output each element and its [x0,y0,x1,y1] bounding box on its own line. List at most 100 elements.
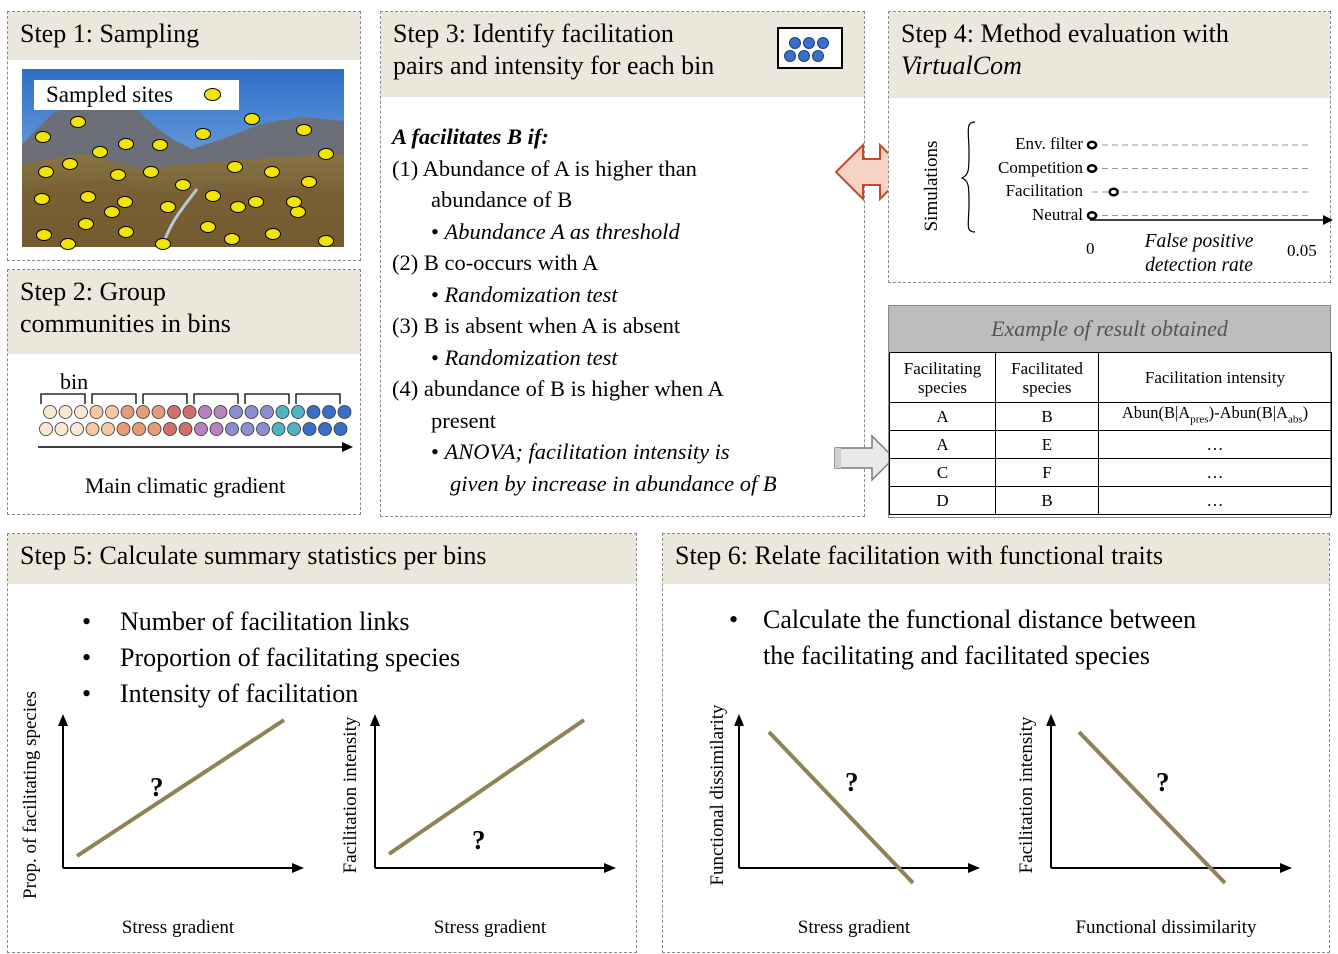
bin-circle [151,405,166,419]
bin-bracket [40,393,86,404]
result-title: Example of result obtained [991,316,1228,341]
result-header: Example of result obtained [889,306,1330,353]
site-dot [143,166,159,178]
bin-circle [136,405,150,419]
bin-circle [302,422,317,436]
row2-col2: E [995,430,1099,459]
formula-part-c: ) [1302,403,1309,423]
site-dot [227,161,243,173]
site-dot [80,191,96,203]
false-positive-point [1086,210,1098,221]
site-dot [224,233,240,245]
bin-circle [198,405,212,419]
bin-circle [275,405,290,419]
bin-circle [240,422,255,436]
criterion-3a: (3) B is absent when A is absent [392,313,681,338]
step4-panel: Step 4: Method evaluation with VirtualCo… [888,11,1333,283]
bin-circle [132,422,146,436]
step6-bullet-line2-text: the facilitating and facilitated species [763,641,1150,670]
result-table-header: Facilitating species Facilitated species F… [889,352,1332,403]
table-row: D B … [889,486,1332,515]
gradient-arrowhead [342,442,353,452]
bin-circle [39,422,53,436]
result-panel: Example of result obtained Facilitating s… [888,305,1332,518]
site-dot [60,238,76,250]
formula-part-b: )-Abun(B|A [1208,403,1288,423]
site-dots [34,113,334,250]
criterion-4b: present [431,407,496,433]
site-dot [70,116,86,128]
simulation-row-label: Neutral [1032,204,1083,224]
bin-circle [58,405,73,419]
site-dot [290,206,306,218]
bin-circle [209,422,224,436]
step4-header: Step 4: Method evaluation with VirtualCo… [889,12,1330,98]
bin-circle [287,422,301,436]
table-row: A B Abun(B|Apres)-Abun(B|Aabs) [889,402,1332,431]
criterion-4-sub1-text: ANOVA; facilitation intensity is [444,439,730,464]
bin-circle [85,422,100,436]
bin-circle [225,422,239,436]
criterion-2-sub-text: Randomization test [444,281,618,307]
bin-circle [43,405,57,419]
site-dot [200,221,216,233]
step3-title-line1: Step 3: Identify facilitation [393,19,674,48]
site-dot [152,139,168,151]
row4-col1: D [889,486,996,515]
site-dot [117,196,133,208]
site-dot [110,169,126,181]
bin-icon [777,27,843,69]
bin-circle [260,405,274,419]
step6-bullet-line1-text: Calculate the functional distance betwee… [763,605,1197,634]
climatic-gradient-label: Main climatic gradient [84,473,286,498]
bin-circle [194,422,208,436]
site-dot [175,179,191,191]
col-facilitated-line2: species [1022,377,1072,397]
bin-circle [182,405,197,419]
step6-title: Step 6: Relate facilitation with functio… [675,541,1164,570]
bin-circle [256,422,270,436]
site-dot [160,201,176,213]
x-tick-max: 0.05 [1287,241,1317,260]
bin-bracket [244,393,290,404]
step5-bullet-1: • Number of facilitation links [82,607,410,636]
step5-plot2-ylabel: Facilitation intensity [340,716,361,874]
bin-circles [38,393,353,452]
step2-title-line1: Step 2: Group [20,277,166,306]
bin-circle [271,422,286,436]
criterion-4-sub2: given by increase in abundance of B [392,468,777,500]
col-facilitated: Facilitated species [995,352,1099,403]
step6-panel: Step 6: Relate facilitation with functio… [662,533,1330,953]
step5-bullet-2: • Proportion of facilitating species [82,643,461,672]
trend-line-1 [75,718,286,858]
site-dot [104,206,120,218]
site-dot-legend-icon [204,88,221,101]
site-dot [318,235,334,247]
bin-icon-dots [784,37,829,62]
criterion-1-sub: • Abundance A as threshold [431,218,680,244]
formula-part-a: Abun(B|A [1121,403,1191,423]
step4-title-line2: VirtualCom [901,51,1022,80]
step2-title-line2: communities in bins [20,309,231,338]
site-dot [155,238,171,250]
criteria-heading: A facilitates B if: [392,124,549,149]
row4-col3: … [1098,486,1332,515]
criterion-1b: abundance of B [431,187,573,212]
row3-col3: … [1098,458,1332,487]
simulations-brace [960,121,976,233]
bin-bracket [91,393,137,404]
row2-col3: … [1098,430,1332,459]
site-dot [264,166,280,178]
step2-header: Step 2: Group communities in bins [8,270,360,354]
formula-sub-abs: abs [1287,413,1303,426]
step6-plot1-xlabel: Stress gradient [797,917,911,938]
criterion-2-sub: • Randomization test [431,281,618,307]
step5-bullets: • Number of facilitation links • Proportio… [82,604,460,712]
site-dot [244,113,260,125]
bin-bracket [295,393,341,404]
bin-circle [322,405,336,419]
step5-plot1-ylabel: Prop. of facilitating species [20,691,41,899]
bin-circle [229,405,243,419]
site-dot [118,226,134,238]
criterion-2a: (2) B co-occurs with A [392,250,599,275]
